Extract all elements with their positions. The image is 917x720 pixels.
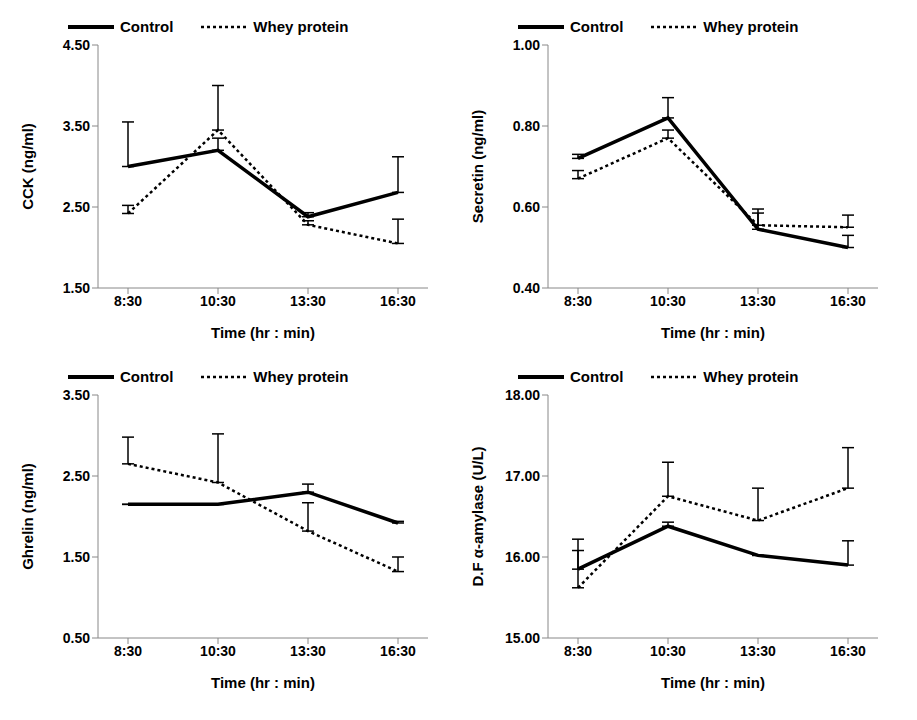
svg-text:4.50: 4.50 <box>63 37 90 53</box>
html-text:Whey protein: Whey protein <box>703 18 799 35</box>
svg-text:15.00: 15.00 <box>505 630 540 646</box>
svg-text:16:30: 16:30 <box>830 643 866 659</box>
html-text:Whey protein: Whey protein <box>253 18 349 35</box>
svg-text:18.00: 18.00 <box>505 387 540 403</box>
svg-text:2.50: 2.50 <box>63 468 90 484</box>
svg-text:1.50: 1.50 <box>63 549 90 565</box>
svg-text:10:30: 10:30 <box>650 293 686 309</box>
html-text:Whey protein: Whey protein <box>703 368 799 385</box>
svg-text:13:30: 13:30 <box>740 643 776 659</box>
svg-text:3.50: 3.50 <box>63 118 90 134</box>
svg-text:8:30: 8:30 <box>564 293 592 309</box>
svg-text:D.F α-amylase (U/L): D.F α-amylase (U/L) <box>469 446 486 586</box>
svg-text:13:30: 13:30 <box>290 293 326 309</box>
html-text:Control: Control <box>120 368 174 385</box>
svg-text:Secretin (ng/ml): Secretin (ng/ml) <box>469 110 486 223</box>
svg-text:16:30: 16:30 <box>830 293 866 309</box>
svg-text:8:30: 8:30 <box>564 643 592 659</box>
svg-text:10:30: 10:30 <box>200 643 236 659</box>
svg-text:0.80: 0.80 <box>513 118 540 134</box>
svg-text:16:30: 16:30 <box>380 643 416 659</box>
svg-text:8:30: 8:30 <box>114 293 142 309</box>
svg-text:2.50: 2.50 <box>63 199 90 215</box>
svg-text:16.00: 16.00 <box>505 549 540 565</box>
html-text:Control: Control <box>570 18 624 35</box>
svg-text:16:30: 16:30 <box>380 293 416 309</box>
svg-text:Ghrelin (ng/ml): Ghrelin (ng/ml) <box>19 463 36 570</box>
svg-text:13:30: 13:30 <box>290 643 326 659</box>
svg-text:Time (hr : min): Time (hr : min) <box>211 674 315 691</box>
html-text:Control: Control <box>120 18 174 35</box>
svg-text:1.00: 1.00 <box>513 37 540 53</box>
svg-text:0.40: 0.40 <box>513 280 540 296</box>
svg-text:Time (hr : min): Time (hr : min) <box>661 324 765 341</box>
svg-text:17.00: 17.00 <box>505 468 540 484</box>
svg-text:Time (hr : min): Time (hr : min) <box>211 324 315 341</box>
html-text:Control: Control <box>570 368 624 385</box>
svg-text:0.60: 0.60 <box>513 199 540 215</box>
svg-text:Time (hr : min): Time (hr : min) <box>661 674 765 691</box>
svg-text:0.50: 0.50 <box>63 630 90 646</box>
svg-text:13:30: 13:30 <box>740 293 776 309</box>
svg-text:3.50: 3.50 <box>63 387 90 403</box>
html-text:Whey protein: Whey protein <box>253 368 349 385</box>
svg-text:10:30: 10:30 <box>200 293 236 309</box>
svg-text:8:30: 8:30 <box>114 643 142 659</box>
svg-text:10:30: 10:30 <box>650 643 686 659</box>
svg-text:1.50: 1.50 <box>63 280 90 296</box>
svg-text:CCK (ng/ml): CCK (ng/ml) <box>19 123 36 210</box>
